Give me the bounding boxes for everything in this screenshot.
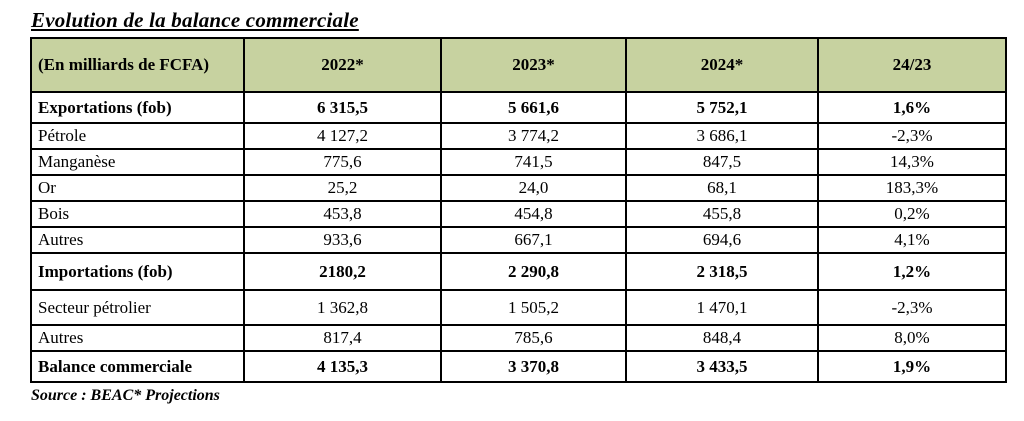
value-cell: 0,2%: [817, 200, 1007, 228]
table-row: Or 25,2 24,0 68,1 183,3%: [30, 174, 1007, 202]
value-cell: 6 315,5: [243, 91, 442, 124]
value-cell: 1 362,8: [243, 289, 442, 326]
value-cell: 2180,2: [243, 252, 442, 291]
value-cell: 667,1: [440, 226, 627, 254]
value-cell: 455,8: [625, 200, 819, 228]
value-cell: 5 752,1: [625, 91, 819, 124]
table-body: Exportations (fob) 6 315,5 5 661,6 5 752,1 1…: [30, 91, 1007, 383]
value-cell: 68,1: [625, 174, 819, 202]
value-cell: 3 686,1: [625, 122, 819, 150]
table-row: Secteur pétrolier 1 362,8 1 505,2 1 470,1 -2…: [30, 289, 1007, 326]
source-note: Source : BEAC* Projections: [31, 387, 220, 404]
header-cell-2024: 2024*: [625, 37, 819, 93]
value-cell: 3 433,5: [625, 350, 819, 383]
row-label-cell: Bois: [30, 200, 245, 228]
row-label-cell: Exportations (fob): [30, 91, 245, 124]
row-label-cell: Pétrole: [30, 122, 245, 150]
value-cell: 847,5: [625, 148, 819, 176]
value-cell: 183,3%: [817, 174, 1007, 202]
value-cell: 741,5: [440, 148, 627, 176]
value-cell: 4,1%: [817, 226, 1007, 254]
row-label-cell: Secteur pétrolier: [30, 289, 245, 326]
value-cell: 1,9%: [817, 350, 1007, 383]
value-cell: 5 661,6: [440, 91, 627, 124]
table-header-row: (En milliards de FCFA) 2022* 2023* 2024*…: [30, 37, 1007, 93]
table-row: Importations (fob) 2180,2 2 290,8 2 318,5 1,…: [30, 252, 1007, 291]
page-title: Evolution de la balance commerciale: [31, 8, 359, 32]
value-cell: -2,3%: [817, 289, 1007, 326]
row-label-cell: Balance commerciale: [30, 350, 245, 383]
header-cell-2023: 2023*: [440, 37, 627, 93]
value-cell: 8,0%: [817, 324, 1007, 352]
row-label-cell: Importations (fob): [30, 252, 245, 291]
value-cell: 4 135,3: [243, 350, 442, 383]
row-label-cell: Or: [30, 174, 245, 202]
value-cell: 2 318,5: [625, 252, 819, 291]
value-cell: 2 290,8: [440, 252, 627, 291]
header-cell-variation: 24/23: [817, 37, 1007, 93]
value-cell: 1 470,1: [625, 289, 819, 326]
table-row: Autres 933,6 667,1 694,6 4,1%: [30, 226, 1007, 254]
value-cell: 14,3%: [817, 148, 1007, 176]
value-cell: 848,4: [625, 324, 819, 352]
header-cell-2022: 2022*: [243, 37, 442, 93]
table-row: Autres 817,4 785,6 848,4 8,0%: [30, 324, 1007, 352]
value-cell: 24,0: [440, 174, 627, 202]
value-cell: 1,6%: [817, 91, 1007, 124]
row-label-cell: Autres: [30, 324, 245, 352]
value-cell: 3 370,8: [440, 350, 627, 383]
value-cell: 817,4: [243, 324, 442, 352]
value-cell: 453,8: [243, 200, 442, 228]
page-container: Evolution de la balance commerciale (En …: [30, 8, 1007, 404]
table-row: Bois 453,8 454,8 455,8 0,2%: [30, 200, 1007, 228]
value-cell: 933,6: [243, 226, 442, 254]
table-row: Exportations (fob) 6 315,5 5 661,6 5 752,1 1…: [30, 91, 1007, 124]
unit-label: (En milliards de FCFA): [38, 55, 210, 75]
table-row: Balance commerciale 4 135,3 3 370,8 3 433,5…: [30, 350, 1007, 383]
value-cell: 4 127,2: [243, 122, 442, 150]
value-cell: 1 505,2: [440, 289, 627, 326]
value-cell: 454,8: [440, 200, 627, 228]
table-row: Manganèse 775,6 741,5 847,5 14,3%: [30, 148, 1007, 176]
row-label-cell: Autres: [30, 226, 245, 254]
value-cell: 775,6: [243, 148, 442, 176]
value-cell: 3 774,2: [440, 122, 627, 150]
table-row: Pétrole 4 127,2 3 774,2 3 686,1 -2,3%: [30, 122, 1007, 150]
value-cell: 1,2%: [817, 252, 1007, 291]
value-cell: 694,6: [625, 226, 819, 254]
header-cell-unit: (En milliards de FCFA): [30, 37, 245, 93]
value-cell: -2,3%: [817, 122, 1007, 150]
trade-balance-table: (En milliards de FCFA) 2022* 2023* 2024*…: [30, 37, 1007, 383]
row-label-cell: Manganèse: [30, 148, 245, 176]
value-cell: 785,6: [440, 324, 627, 352]
value-cell: 25,2: [243, 174, 442, 202]
